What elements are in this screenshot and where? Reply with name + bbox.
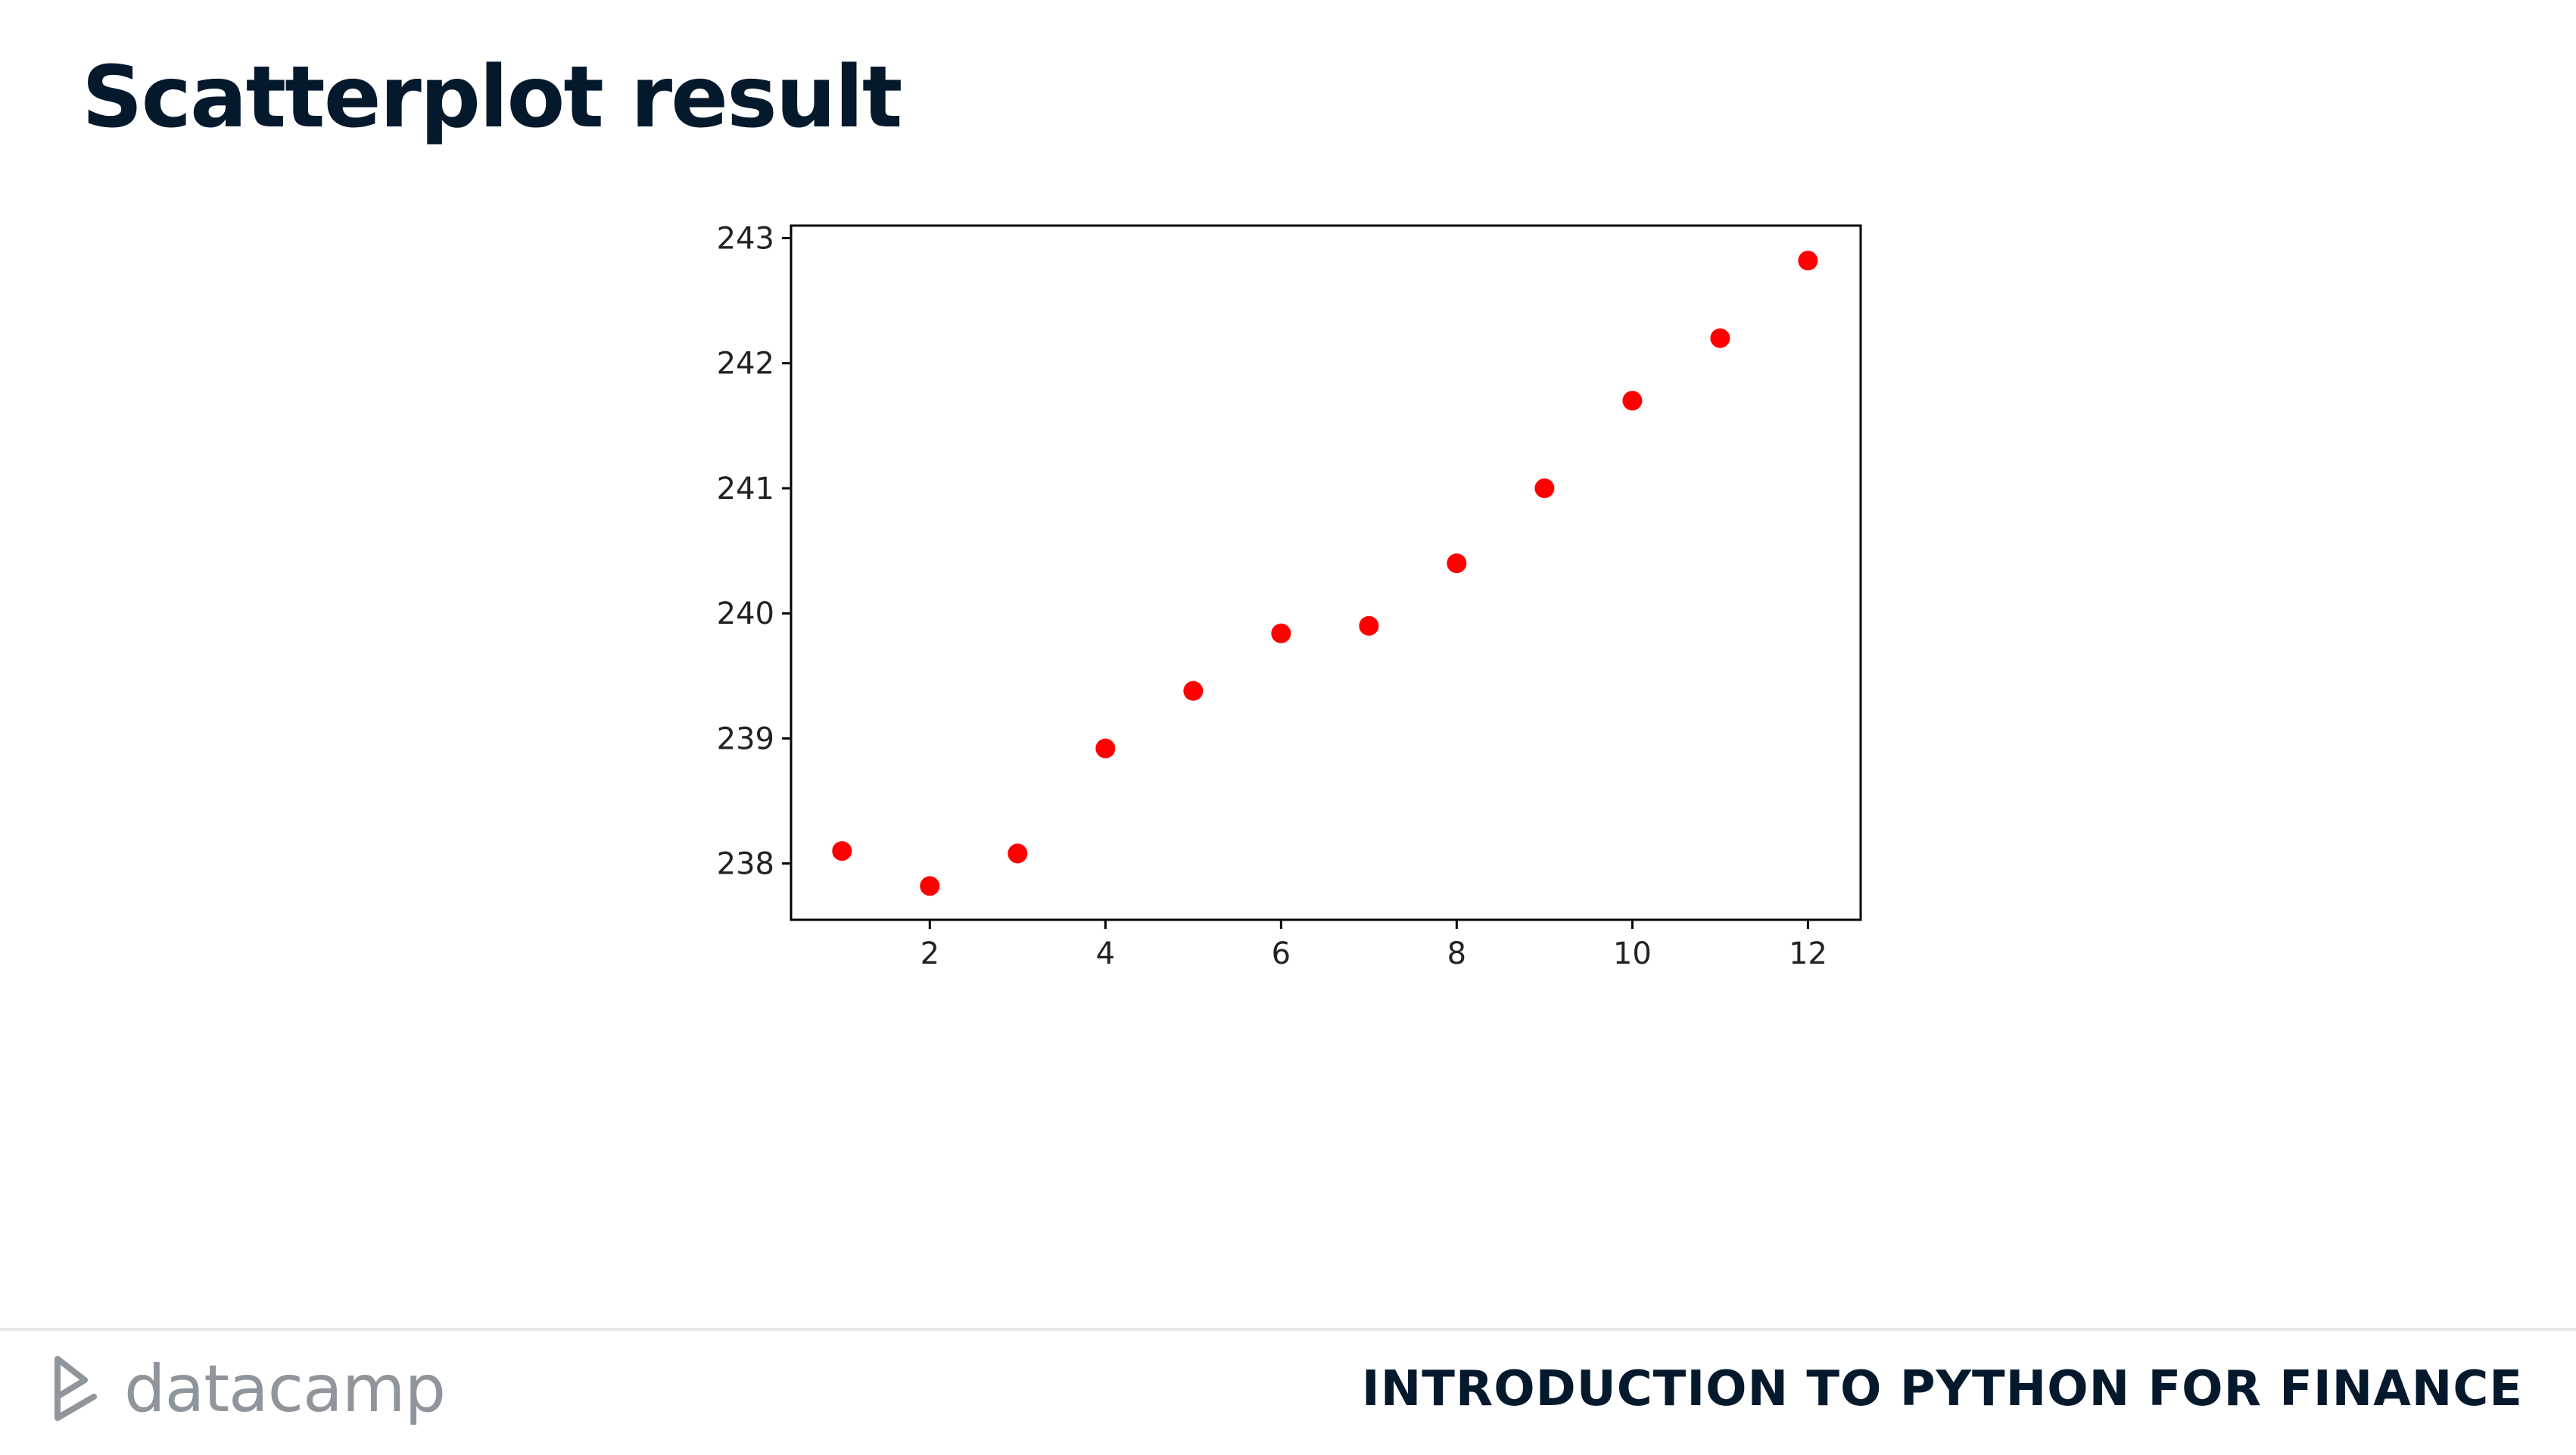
x-tick-label: 2	[920, 936, 939, 971]
y-tick-label: 239	[717, 721, 774, 756]
plot-frame	[790, 224, 1862, 921]
x-tick-label: 8	[1447, 936, 1466, 971]
data-point	[832, 841, 852, 861]
data-point	[1271, 623, 1291, 643]
chart-marks	[832, 251, 1818, 896]
footer-divider	[0, 1328, 2576, 1331]
datacamp-logo: datacamp	[51, 1351, 446, 1427]
data-point	[1710, 328, 1730, 348]
data-point	[1359, 615, 1379, 636]
x-tick-label: 10	[1613, 936, 1652, 971]
y-tick-label: 243	[717, 222, 774, 257]
y-tick-label: 241	[717, 472, 774, 506]
data-point	[1447, 553, 1467, 574]
x-tick-label: 6	[1272, 936, 1291, 971]
logo-text: datacamp	[124, 1351, 446, 1427]
data-point	[920, 876, 940, 896]
data-point	[1622, 391, 1643, 411]
y-tick-label: 238	[717, 847, 774, 882]
y-tick-label: 240	[717, 597, 774, 631]
course-title: INTRODUCTION TO PYTHON FOR FINANCE	[1361, 1361, 2523, 1417]
x-tick-label: 4	[1096, 936, 1115, 971]
x-tick-label: 12	[1789, 936, 1827, 971]
datacamp-logo-icon	[55, 1356, 97, 1421]
data-point	[1183, 681, 1204, 701]
data-point	[1095, 738, 1116, 759]
data-point	[1534, 478, 1555, 498]
data-point	[1008, 843, 1028, 864]
data-point	[1798, 251, 1818, 271]
y-tick-label: 242	[717, 347, 774, 382]
chart-axes: 2 4 6 8 10 12 238 239 240 241 242 243	[717, 222, 1862, 971]
slide-title: Scatterplot result	[82, 48, 902, 147]
